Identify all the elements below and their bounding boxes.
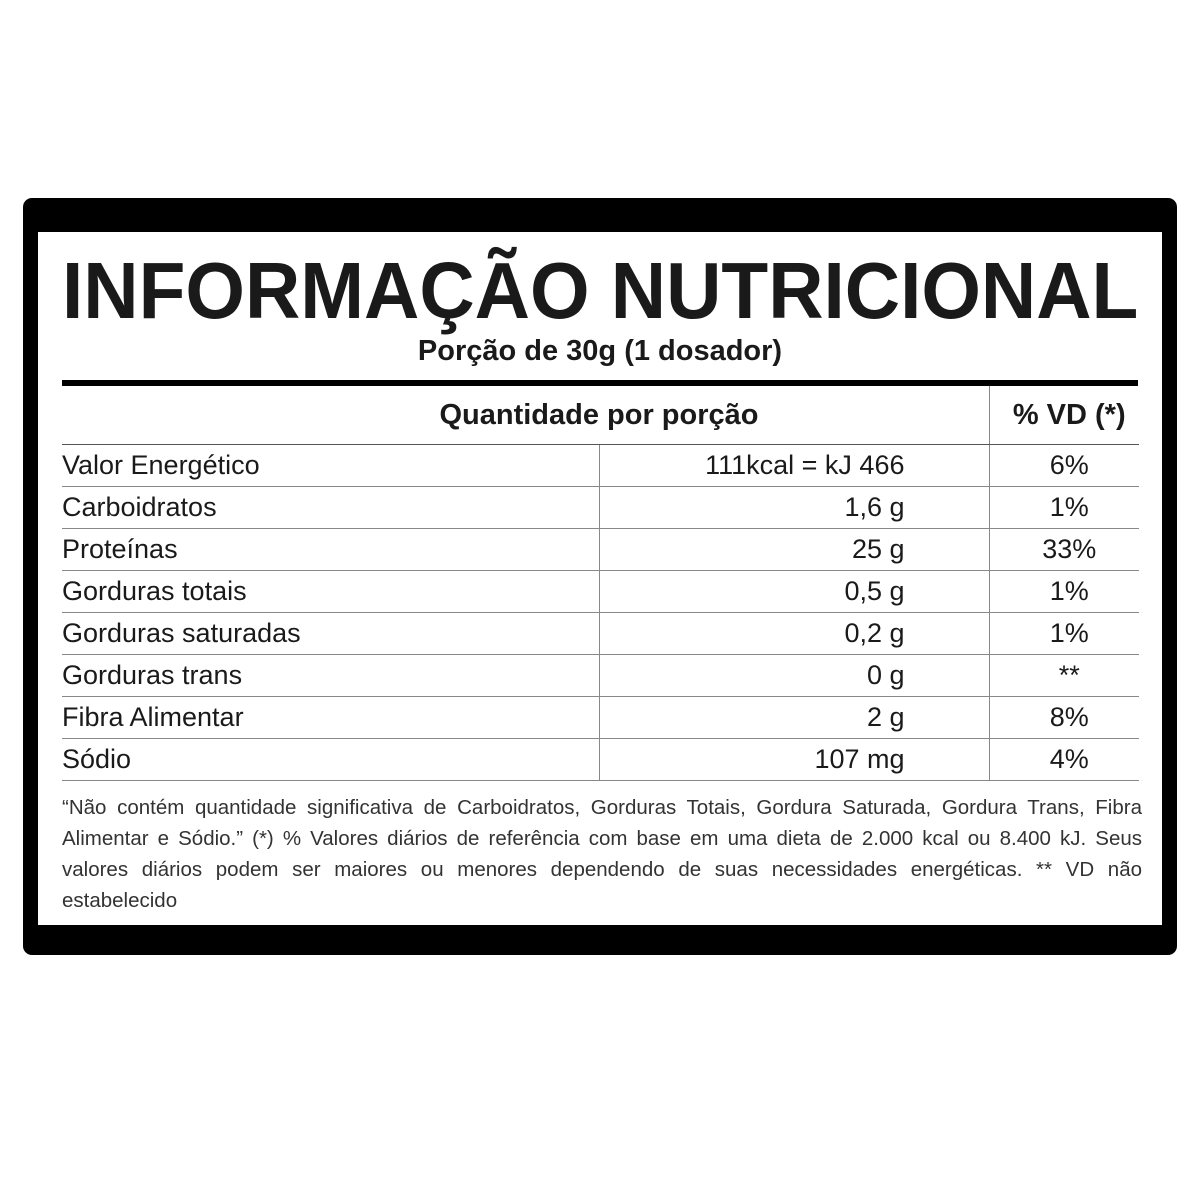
table-row: Valor Energético 111kcal = kJ 466 6% [62,444,1139,487]
nutrient-vd: 1% [989,612,1139,655]
nutrient-vd: ** [989,654,1139,697]
nutrient-vd: 8% [989,696,1139,739]
table-row: Fibra Alimentar 2 g 8% [62,696,1139,739]
nutrition-label: INFORMAÇÃO NUTRICIONAL Porção de 30g (1 … [38,232,1162,925]
nutrient-vd: 4% [989,738,1139,781]
table-row: Gorduras saturadas 0,2 g 1% [62,612,1139,655]
header-quantity: Quantidade por porção [62,386,989,445]
nutrient-name: Fibra Alimentar [62,696,599,739]
nutrient-amount: 111kcal = kJ 466 [598,444,990,487]
serving-size: Porção de 30g (1 dosador) [417,335,783,367]
title-container: INFORMAÇÃO NUTRICIONAL [38,250,1162,332]
table-row: Carboidratos 1,6 g 1% [62,486,1139,529]
nutrient-name: Valor Energético [62,444,599,487]
nutrient-name: Carboidratos [62,486,599,529]
divider [62,380,1138,386]
header-vd: % VD (*) [988,386,1139,445]
nutrient-amount: 0 g [598,654,990,697]
nutrient-name: Gorduras trans [62,654,599,697]
nutrient-vd: 1% [989,570,1139,613]
nutrient-vd: 6% [989,444,1139,487]
nutrient-vd: 1% [989,486,1139,529]
nutrient-name: Gorduras saturadas [62,612,599,655]
nutrient-amount: 1,6 g [598,486,990,529]
table-row: Gorduras trans 0 g ** [62,654,1139,697]
nutrient-name: Gorduras totais [62,570,599,613]
nutrient-amount: 25 g [598,528,990,571]
table-header: Quantidade por porção % VD (*) [62,386,1139,445]
label-frame: INFORMAÇÃO NUTRICIONAL Porção de 30g (1 … [23,198,1177,955]
nutrient-vd: 33% [989,528,1139,571]
footnote: “Não contém quantidade significativa de … [62,796,1142,912]
table-row: Proteínas 25 g 33% [62,528,1139,571]
nutrient-amount: 0,2 g [598,612,990,655]
nutrient-amount: 0,5 g [598,570,990,613]
nutrient-name: Proteínas [62,528,599,571]
nutrient-name: Sódio [62,738,599,781]
label-title: INFORMAÇÃO NUTRICIONAL [61,246,1139,335]
table-row: Sódio 107 mg 4% [62,738,1139,781]
nutrient-amount: 107 mg [598,738,990,781]
nutrition-table: Quantidade por porção % VD (*) Valor Ene… [62,386,1139,781]
table-row: Gorduras totais 0,5 g 1% [62,570,1139,613]
nutrient-amount: 2 g [598,696,990,739]
